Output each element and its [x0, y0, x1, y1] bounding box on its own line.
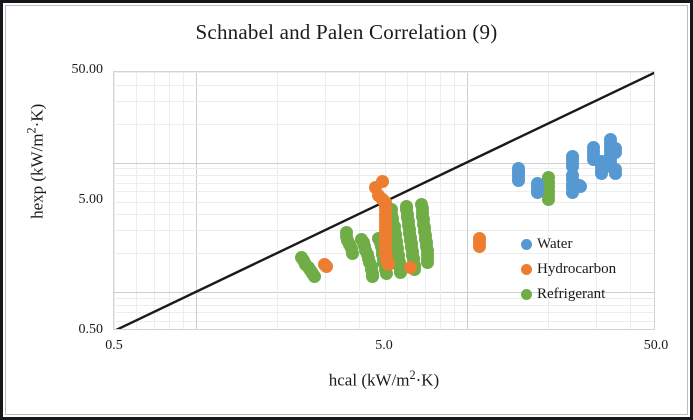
data-point-hydrocarbon: [381, 258, 395, 272]
gridline-vertical: [277, 72, 279, 329]
data-point-hydrocarbon: [320, 259, 334, 273]
legend-item-hydrocarbon[interactable]: Hydrocarbon: [521, 257, 647, 282]
y-tick-5: 5.00: [78, 192, 104, 207]
x-tick-0-5: 0.5: [105, 338, 123, 353]
data-point-refrigerant: [346, 246, 360, 260]
gridline-horizontal: [114, 72, 654, 73]
legend-swatch-refrigerant-icon: [521, 289, 532, 300]
gridline-vertical: [169, 72, 171, 329]
gridline-vertical: [454, 72, 456, 329]
data-point-water: [512, 173, 526, 187]
data-point-refrigerant: [421, 255, 435, 269]
y-tick-50: 50.00: [71, 62, 104, 77]
x-tick-5: 5.0: [375, 338, 393, 353]
data-point-refrigerant: [393, 265, 407, 279]
data-point-water: [531, 185, 545, 199]
gridline-horizontal: [114, 162, 654, 164]
data-point-water: [609, 166, 623, 180]
data-point-hydrocarbon: [403, 260, 417, 274]
gridline-horizontal: [114, 84, 654, 86]
gridline-vertical: [153, 72, 155, 329]
legend: Water Hydrocarbon Refrigerant: [521, 232, 647, 307]
gridline-horizontal: [114, 312, 654, 314]
legend-item-refrigerant[interactable]: Refrigerant: [521, 282, 647, 307]
gridline-vertical: [466, 72, 468, 329]
gridline-vertical: [324, 72, 326, 329]
gridline-vertical: [440, 72, 442, 329]
data-point-water: [609, 146, 623, 160]
gridline-horizontal: [114, 100, 654, 102]
plot-area: [113, 71, 655, 330]
legend-label-hydrocarbon: Hydrocarbon: [537, 261, 617, 277]
data-point-refrigerant: [366, 269, 380, 283]
data-point-refrigerant: [541, 192, 555, 206]
gridline-horizontal: [114, 304, 654, 306]
gridline-horizontal: [114, 292, 654, 293]
x-tick-50: 50.0: [643, 338, 669, 353]
legend-swatch-hydrocarbon-icon: [521, 264, 532, 275]
y-axis-title: hexp (kW/m2·K): [24, 103, 47, 219]
gridline-vertical: [114, 72, 115, 329]
legend-label-water: Water: [537, 236, 573, 252]
gridline-horizontal: [114, 297, 654, 299]
gridline-vertical: [195, 72, 197, 329]
legend-swatch-water-icon: [521, 239, 532, 250]
data-point-hydrocarbon: [376, 175, 390, 189]
gridline-vertical: [629, 72, 631, 329]
chart-title: Schnabel and Palen Correlation (9): [195, 20, 498, 44]
gridline-horizontal: [114, 168, 654, 170]
legend-item-water[interactable]: Water: [521, 232, 647, 257]
gridline-vertical: [135, 72, 137, 329]
data-point-water: [574, 180, 588, 194]
legend-label-refrigerant: Refrigerant: [537, 286, 606, 302]
data-point-hydrocarbon: [473, 239, 487, 253]
gridline-vertical: [595, 72, 597, 329]
gridline-vertical: [358, 72, 360, 329]
gridline-horizontal: [114, 123, 654, 125]
data-point-refrigerant: [308, 269, 322, 283]
y-tick-0-5: 0.50: [78, 322, 104, 337]
gridline-horizontal: [114, 320, 654, 322]
x-axis-title: hcal (kW/m2·K): [328, 368, 440, 390]
gridline-vertical: [183, 72, 185, 329]
